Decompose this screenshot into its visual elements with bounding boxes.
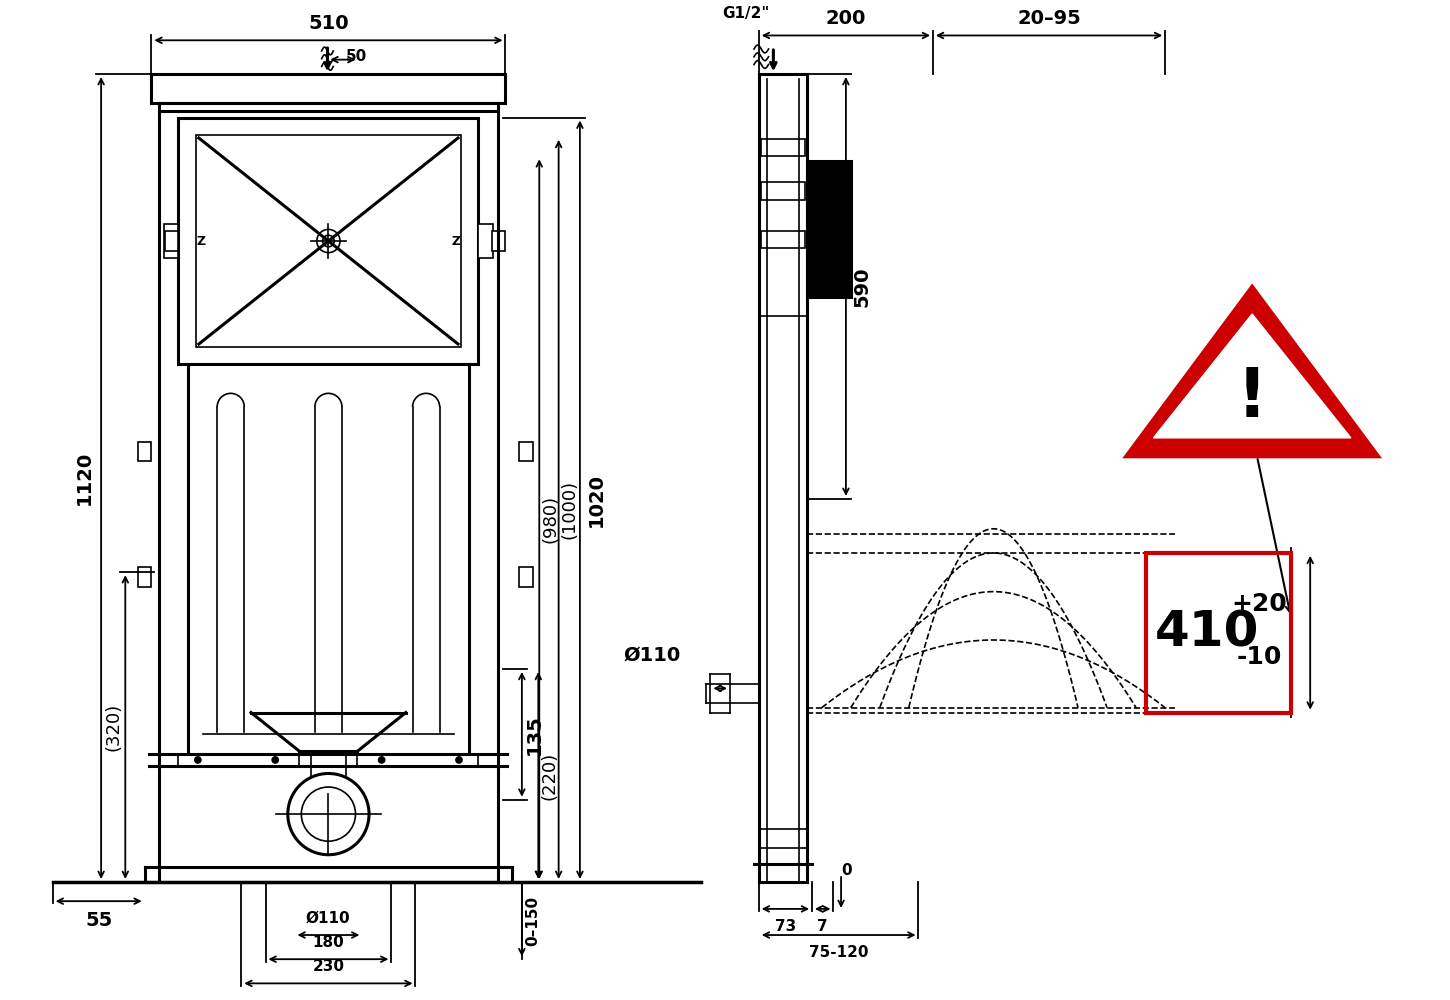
Text: 1120: 1120: [74, 451, 93, 505]
Text: 510: 510: [307, 14, 349, 33]
Bar: [196, 135, 461, 347]
Text: 55: 55: [86, 911, 112, 930]
Bar: [478, 224, 493, 258]
Bar: [761, 231, 805, 248]
Text: Ø110: Ø110: [306, 910, 351, 925]
Text: Z: Z: [196, 235, 206, 248]
Text: 50: 50: [347, 49, 367, 64]
Text: 75-120: 75-120: [809, 945, 869, 960]
Text: 20–95: 20–95: [1016, 9, 1080, 28]
Bar: [164, 224, 178, 258]
Bar: [519, 567, 532, 587]
Text: 0: 0: [841, 863, 851, 878]
Polygon shape: [1154, 314, 1351, 438]
Text: !: !: [1237, 365, 1267, 431]
Text: Ø110: Ø110: [624, 645, 682, 664]
Bar: [761, 182, 805, 200]
Circle shape: [194, 756, 202, 764]
Polygon shape: [1127, 287, 1378, 456]
Text: (1000): (1000): [561, 480, 579, 539]
Text: 200: 200: [825, 9, 866, 28]
Circle shape: [271, 756, 278, 764]
Text: (220): (220): [541, 751, 558, 800]
Text: 1020: 1020: [587, 473, 606, 527]
Bar: [492, 231, 506, 251]
Text: (320): (320): [104, 703, 122, 751]
Text: 73: 73: [774, 919, 796, 934]
Text: 230: 230: [312, 959, 345, 974]
Circle shape: [316, 229, 341, 253]
Text: 135: 135: [525, 714, 544, 755]
Text: +20: +20: [1231, 592, 1286, 616]
Bar: [761, 139, 805, 156]
Bar: [1146, 553, 1290, 713]
Bar: [808, 161, 851, 297]
Bar: [165, 231, 178, 251]
Text: (980): (980): [541, 495, 560, 543]
Bar: [178, 118, 478, 364]
Bar: [519, 442, 532, 461]
Circle shape: [378, 756, 386, 764]
Text: Z: Z: [451, 235, 461, 248]
Text: 180: 180: [313, 935, 344, 950]
Text: 410: 410: [1154, 609, 1259, 657]
Text: G1/2": G1/2": [722, 6, 770, 21]
Bar: [310, 751, 347, 780]
Circle shape: [287, 773, 370, 855]
Text: 7: 7: [818, 919, 828, 934]
Bar: [138, 442, 151, 461]
Text: 590: 590: [853, 266, 871, 307]
Text: -10: -10: [1237, 645, 1282, 669]
Circle shape: [455, 756, 463, 764]
Text: 0–150: 0–150: [525, 895, 539, 946]
Circle shape: [322, 235, 335, 247]
Circle shape: [302, 787, 355, 841]
Bar: [138, 567, 151, 587]
